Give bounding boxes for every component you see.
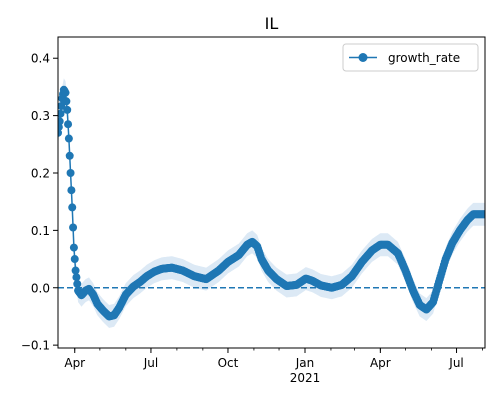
data-point-marker bbox=[65, 151, 74, 160]
x-tick-label: Jul bbox=[448, 356, 463, 370]
data-point-marker bbox=[64, 134, 73, 143]
legend-marker-sample bbox=[358, 53, 368, 62]
x-tick-sublabel: 2021 bbox=[290, 371, 321, 385]
y-tick-label: 0.1 bbox=[31, 224, 50, 238]
legend-box bbox=[342, 43, 479, 72]
data-point-marker bbox=[69, 243, 78, 252]
x-tick-label: Jan bbox=[295, 356, 315, 370]
y-tick-label: 0.3 bbox=[31, 109, 50, 123]
data-point-marker bbox=[73, 279, 82, 288]
data-point-marker bbox=[71, 266, 80, 275]
plot-frame bbox=[57, 36, 486, 349]
data-point-marker bbox=[58, 109, 65, 118]
legend: growth_rate bbox=[342, 43, 479, 72]
data-point-marker bbox=[481, 210, 485, 219]
x-tick-label: Apr bbox=[64, 356, 85, 370]
plot-area bbox=[58, 78, 485, 328]
x-tick-label: Oct bbox=[218, 356, 239, 370]
data-point-marker bbox=[63, 105, 72, 114]
data-point-marker bbox=[64, 120, 73, 129]
data-point-marker bbox=[67, 186, 76, 195]
data-point-marker bbox=[70, 255, 79, 264]
chart-title: IL bbox=[265, 14, 279, 33]
data-point-marker bbox=[72, 273, 81, 282]
data-point-marker bbox=[61, 88, 70, 97]
series-markers-growth-rate bbox=[58, 85, 485, 321]
y-tick-label: 0.2 bbox=[31, 166, 50, 180]
y-tick-label: 0.4 bbox=[31, 52, 50, 66]
legend-label-growth-rate: growth_rate bbox=[388, 51, 460, 65]
x-tick-label: Apr bbox=[370, 356, 391, 370]
y-tick-label: −0.1 bbox=[21, 339, 50, 353]
y-tick-label: 0.0 bbox=[31, 281, 50, 295]
data-point-marker bbox=[68, 203, 77, 212]
data-point-marker bbox=[69, 223, 78, 232]
y-axis: −0.1 0.0 0.1 0.2 0.3 0.4 bbox=[21, 52, 58, 353]
data-point-marker bbox=[62, 97, 71, 106]
data-point-marker bbox=[58, 117, 64, 126]
data-point-marker bbox=[66, 168, 75, 177]
x-tick-label: Jul bbox=[143, 356, 158, 370]
